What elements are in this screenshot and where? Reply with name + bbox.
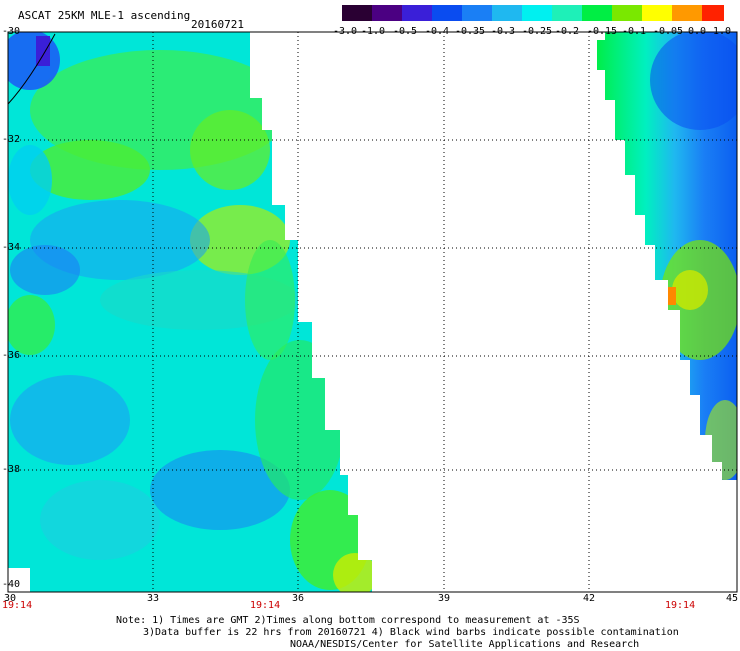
y-tick-label: -32	[2, 134, 21, 145]
right-swath	[597, 32, 737, 480]
footnote-line-3: NOAA/NESDIS/Center for Satellite Applica…	[290, 639, 640, 650]
colorbar-label: -3.0	[332, 26, 358, 37]
footnote-line-2: 3)Data buffer is 22 hrs from 20160721 4)…	[143, 627, 679, 638]
grid-lines	[8, 32, 737, 592]
colorbar-label: -0.4	[424, 26, 450, 37]
colorbar-label: -0.2	[554, 26, 580, 37]
colorbar-label: 1.0	[712, 26, 732, 37]
colorbar-label: -0.5	[392, 26, 418, 37]
footnote-line-1: Note: 1) Times are GMT 2)Times along bot…	[116, 615, 580, 626]
y-tick-label: -36	[2, 350, 21, 361]
colorbar-label: 0.0	[687, 26, 707, 37]
x-tick-label: 39	[437, 593, 451, 604]
y-tick-label: -30	[2, 26, 21, 37]
colorbar-label: -0.3	[490, 26, 516, 37]
x-tick-label: 33	[146, 593, 160, 604]
coastline	[7, 33, 56, 105]
y-tick-label: -34	[2, 242, 21, 253]
pass-time: 19:14	[665, 600, 696, 611]
x-tick-label: 42	[582, 593, 596, 604]
colorbar-label: -0.1	[621, 26, 647, 37]
x-tick-label: 36	[291, 593, 305, 604]
pass-time: 19:14	[250, 600, 281, 611]
plot-frame	[7, 31, 738, 593]
y-tick-label: -38	[2, 464, 21, 475]
colorbar-label: -0.35	[454, 26, 486, 37]
x-tick-label: 30	[3, 593, 17, 604]
pass-time: 19:14	[2, 600, 33, 611]
map-date: 20160721	[191, 18, 244, 31]
colorbar-label: -0.05	[652, 26, 684, 37]
colorbar-label: -0.15	[586, 26, 618, 37]
colorbar	[342, 5, 724, 21]
colorbar-label: -1.0	[360, 26, 386, 37]
y-tick-label: -40	[2, 579, 21, 590]
left-swath	[8, 32, 372, 592]
x-tick-label: 45	[725, 593, 739, 604]
map-title: ASCAT 25KM MLE-1 ascending	[18, 9, 191, 22]
colorbar-label: -0.25	[521, 26, 553, 37]
